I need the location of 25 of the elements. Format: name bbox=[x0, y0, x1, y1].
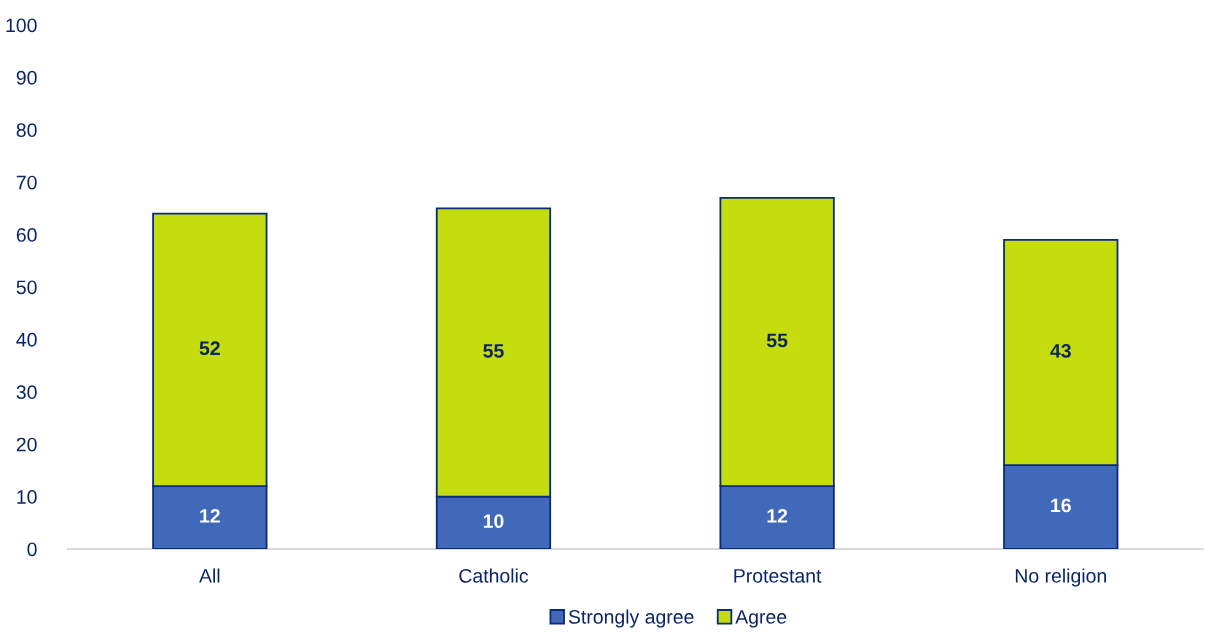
y-tick-label: 60 bbox=[16, 228, 37, 242]
x-tick-label: No religion bbox=[1015, 568, 1106, 587]
data-label: 52 bbox=[199, 341, 220, 356]
legend-label: Agree bbox=[735, 610, 787, 628]
y-tick-label: 70 bbox=[16, 175, 37, 190]
legend-label: Strongly agree bbox=[568, 609, 694, 628]
x-tick-label: Catholic bbox=[459, 568, 529, 583]
data-label: 12 bbox=[767, 509, 788, 523]
y-tick-label: 100 bbox=[6, 18, 37, 33]
data-label: 12 bbox=[200, 509, 220, 523]
data-label: 10 bbox=[483, 514, 504, 529]
data-label: 55 bbox=[483, 344, 504, 358]
y-tick-label: 20 bbox=[16, 437, 37, 452]
y-tick-label: 40 bbox=[16, 332, 37, 347]
x-tick-label: All bbox=[199, 568, 220, 583]
x-tick-label: Protestant bbox=[734, 569, 822, 583]
y-tick-label: 80 bbox=[16, 123, 37, 138]
data-label: 16 bbox=[1051, 498, 1071, 513]
data-label: 55 bbox=[766, 333, 788, 348]
y-tick-label: 10 bbox=[17, 490, 37, 504]
y-tick-label: 50 bbox=[16, 280, 37, 295]
data-label: 43 bbox=[1050, 343, 1071, 358]
y-tick-label: 90 bbox=[16, 70, 37, 85]
y-tick-label: 30 bbox=[16, 385, 37, 400]
y-tick-label: 0 bbox=[27, 542, 37, 557]
